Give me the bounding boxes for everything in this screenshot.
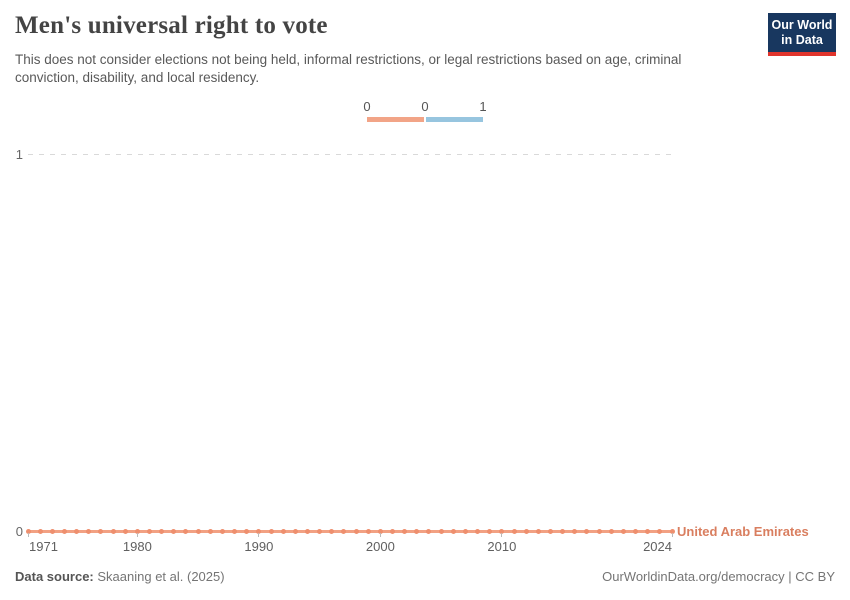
series-line-united-arab-emirates[interactable]	[28, 530, 672, 533]
data-point[interactable]	[134, 528, 140, 534]
x-axis-tickmark	[379, 533, 381, 537]
data-point[interactable]	[669, 528, 675, 534]
data-point[interactable]	[74, 528, 80, 534]
data-point[interactable]	[462, 528, 468, 534]
legend-bin-1[interactable]	[426, 117, 483, 122]
data-point[interactable]	[61, 528, 67, 534]
data-point[interactable]	[365, 528, 371, 534]
owid-logo-line1: Our World	[771, 17, 833, 32]
data-point[interactable]	[414, 528, 420, 534]
x-axis-tickmark	[501, 533, 503, 537]
legend-label-mid: 0	[421, 99, 429, 114]
x-axis-label: 1971	[29, 539, 58, 554]
chart-title: Men's universal right to vote	[15, 12, 328, 39]
series-label[interactable]: United Arab Emirates	[677, 524, 809, 539]
data-point[interactable]	[657, 528, 663, 534]
data-point[interactable]	[633, 528, 639, 534]
color-legend: 0 0 1	[363, 99, 487, 123]
footer-license-link[interactable]: OurWorldinData.org/democracy | CC BY	[602, 569, 835, 584]
data-point[interactable]	[341, 528, 347, 534]
data-point[interactable]	[86, 528, 92, 534]
data-point[interactable]	[390, 528, 396, 534]
data-point[interactable]	[232, 528, 238, 534]
x-axis-label: 2000	[365, 539, 395, 554]
data-point[interactable]	[402, 528, 408, 534]
data-source[interactable]: Data source: Skaaning et al. (2025)	[15, 569, 225, 584]
data-point[interactable]	[304, 528, 310, 534]
data-point[interactable]	[377, 528, 383, 534]
x-axis-label: 1990	[244, 539, 274, 554]
data-point[interactable]	[37, 528, 43, 534]
data-point[interactable]	[280, 528, 286, 534]
data-point[interactable]	[171, 528, 177, 534]
x-axis-tickmark	[27, 533, 29, 537]
x-axis-label: 2010	[487, 539, 517, 554]
data-point[interactable]	[620, 528, 626, 534]
data-point[interactable]	[256, 528, 262, 534]
data-point[interactable]	[499, 528, 505, 534]
data-point[interactable]	[219, 528, 225, 534]
data-point[interactable]	[183, 528, 189, 534]
legend-label-max: 1	[479, 99, 487, 114]
data-point[interactable]	[268, 528, 274, 534]
data-point[interactable]	[438, 528, 444, 534]
y-axis-tick-1: 1	[15, 147, 23, 162]
data-point[interactable]	[329, 528, 335, 534]
chart-subtitle: This does not consider elections not bei…	[15, 52, 682, 85]
data-point[interactable]	[49, 528, 55, 534]
data-point[interactable]	[584, 528, 590, 534]
data-point[interactable]	[98, 528, 104, 534]
data-point[interactable]	[523, 528, 529, 534]
data-point[interactable]	[122, 528, 128, 534]
data-point[interactable]	[511, 528, 517, 534]
data-point[interactable]	[596, 528, 602, 534]
y-axis-tick-0: 0	[15, 524, 23, 539]
data-point[interactable]	[244, 528, 250, 534]
data-point[interactable]	[292, 528, 298, 534]
data-point[interactable]	[207, 528, 213, 534]
x-axis-tickmark	[671, 533, 673, 537]
owid-logo-line2: in Data	[781, 32, 823, 47]
data-point[interactable]	[110, 528, 116, 534]
data-source-value: Skaaning et al. (2025)	[97, 569, 225, 584]
data-point[interactable]	[317, 528, 323, 534]
data-point[interactable]	[159, 528, 165, 534]
data-point[interactable]	[426, 528, 432, 534]
data-point[interactable]	[608, 528, 614, 534]
data-point[interactable]	[25, 528, 31, 534]
data-point[interactable]	[195, 528, 201, 534]
x-axis-label: 2024	[643, 539, 672, 554]
x-axis-label: 1980	[122, 539, 152, 554]
data-point[interactable]	[475, 528, 481, 534]
legend-bin-0[interactable]	[367, 117, 424, 122]
data-point[interactable]	[353, 528, 359, 534]
data-point[interactable]	[560, 528, 566, 534]
gridline-y1	[28, 154, 672, 155]
data-point[interactable]	[147, 528, 152, 534]
data-point[interactable]	[450, 528, 456, 534]
legend-label-min: 0	[363, 99, 371, 114]
x-axis-tickmark	[136, 533, 138, 537]
data-point[interactable]	[572, 528, 578, 534]
data-source-label: Data source:	[15, 569, 94, 584]
data-point[interactable]	[547, 528, 553, 534]
data-point[interactable]	[535, 528, 541, 534]
data-point[interactable]	[487, 528, 493, 534]
data-point[interactable]	[645, 528, 651, 534]
x-axis-tickmark	[258, 533, 260, 537]
owid-logo[interactable]: Our World in Data	[768, 13, 836, 56]
